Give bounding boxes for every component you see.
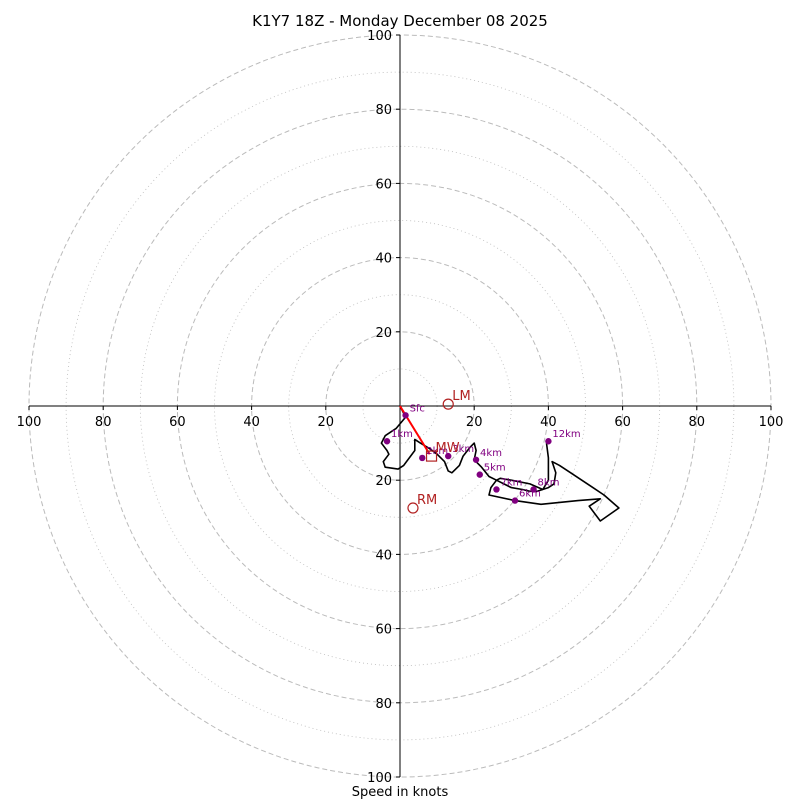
y-tick-label: 60 — [375, 177, 392, 192]
height-label-7km: 7km — [500, 477, 522, 488]
height-marker-5km — [476, 471, 483, 478]
y-tick-label: 80 — [375, 697, 392, 712]
height-marker-8km — [530, 486, 537, 493]
storm-label-lm: LM — [452, 389, 470, 404]
x-axis-label: Speed in knots — [352, 785, 449, 800]
height-label-3km: 3km — [452, 444, 474, 455]
y-tick-label: 100 — [367, 771, 392, 786]
y-tick-label: 20 — [375, 474, 392, 489]
height-marker-6km — [511, 497, 519, 504]
wind-trace — [380, 405, 620, 522]
x-tick-label: 40 — [243, 415, 260, 430]
storm-marker-lm — [442, 398, 454, 410]
height-marker-7km — [493, 486, 500, 493]
storm-label-mw: MW — [436, 441, 460, 456]
storm-motion-markers: LM MW RM — [407, 389, 471, 514]
height-marker-sfc — [402, 412, 409, 419]
x-tick-label: 100 — [17, 415, 42, 430]
height-label-1km: 1km — [391, 429, 413, 440]
y-tick-label: 100 — [367, 29, 392, 44]
x-tick-label: 100 — [759, 415, 784, 430]
x-tick-label: 60 — [169, 415, 186, 430]
chart-title: K1Y7 18Z - Monday December 08 2025 — [252, 12, 548, 30]
x-tick-label: 80 — [689, 415, 706, 430]
height-marker-1km — [383, 438, 391, 445]
height-marker-2km — [419, 454, 426, 462]
y-tick-label: 40 — [375, 252, 392, 267]
wind-trace-line — [380, 405, 620, 522]
height-label-sfc: Sfc — [410, 403, 425, 414]
storm-label-rm: RM — [417, 493, 437, 508]
height-label-5km: 5km — [484, 463, 506, 474]
storm-marker-rm — [407, 502, 419, 514]
x-tick-label: 80 — [95, 415, 112, 430]
y-tick-label: 40 — [375, 548, 392, 563]
y-tick-label: 80 — [375, 103, 392, 118]
height-label-2km: 2km — [426, 446, 448, 457]
height-label-12km: 12km — [552, 429, 580, 440]
height-label-6km: 6km — [519, 489, 541, 500]
x-tick-label: 40 — [540, 415, 557, 430]
x-tick-label: 60 — [614, 415, 631, 430]
x-tick-label: 20 — [318, 415, 335, 430]
height-label-8km: 8km — [538, 477, 560, 488]
y-tick-label: 20 — [375, 326, 392, 341]
y-tick-label: 60 — [375, 623, 392, 638]
height-marker-3km — [445, 452, 452, 460]
storm-marker-mw — [425, 450, 438, 462]
height-marker-4km — [472, 456, 480, 463]
x-tick-label: 20 — [466, 415, 483, 430]
height-label-4km: 4km — [480, 448, 502, 459]
tick-labels: 100 80 60 40 20 20 40 60 80 100 100 80 60 40 20 20 40 60 8… — [17, 29, 784, 786]
height-marker-12km — [545, 438, 552, 445]
